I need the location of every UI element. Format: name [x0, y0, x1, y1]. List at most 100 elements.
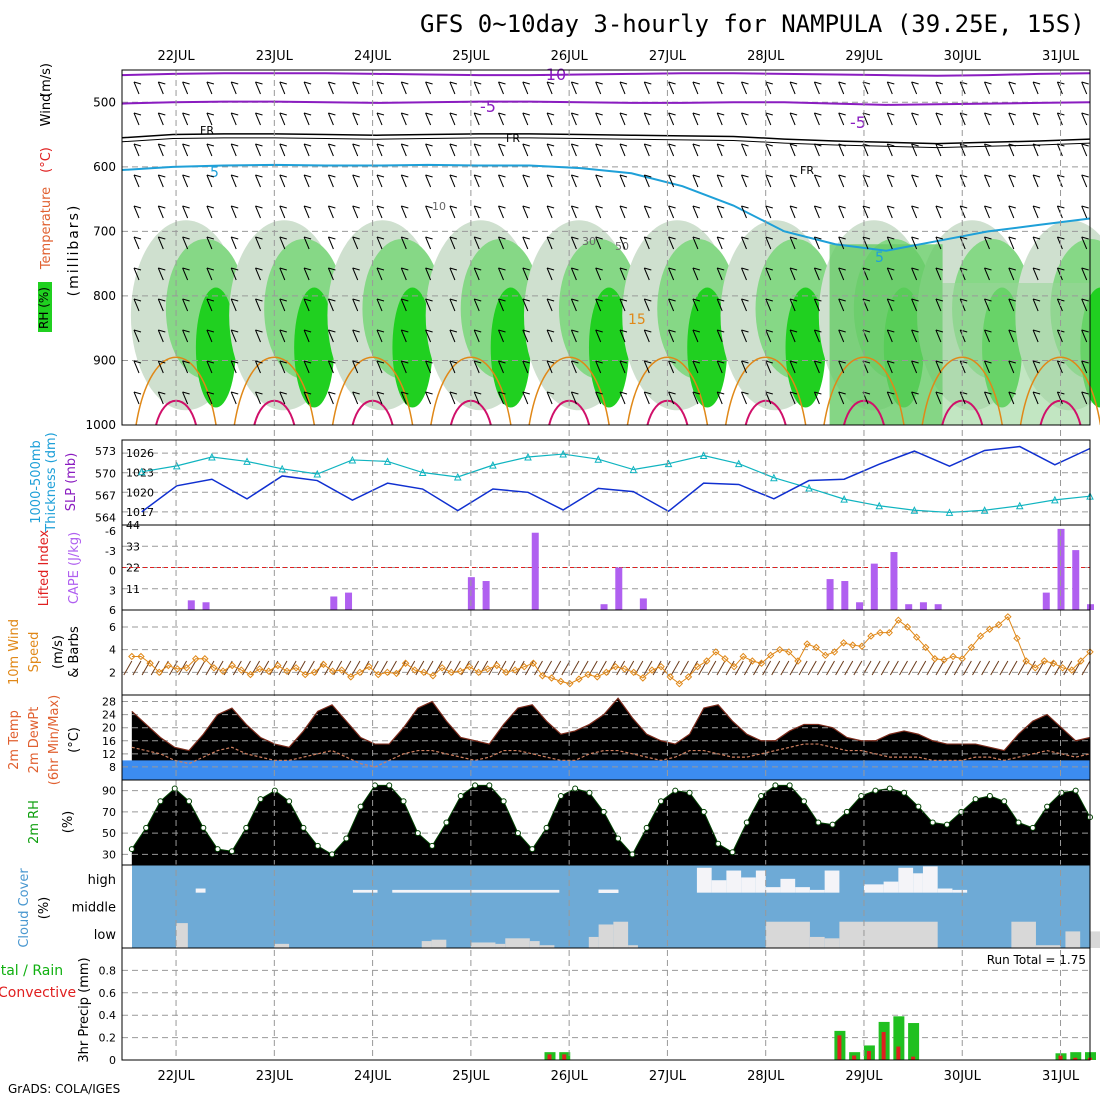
wind-barb — [926, 660, 936, 676]
wind-barb — [425, 298, 432, 312]
wind-barb — [1054, 660, 1064, 676]
rh-marker — [400, 798, 407, 805]
wind-barb — [352, 112, 359, 126]
wind-barb — [1081, 360, 1088, 374]
wind-barb — [279, 81, 287, 85]
wind-barb — [741, 174, 747, 188]
wind-barb — [1056, 298, 1063, 312]
wind-barb — [498, 298, 506, 302]
temperature-contour-15 — [823, 356, 905, 426]
rh-blob — [490, 287, 531, 408]
wind-speed-marker — [830, 648, 839, 656]
wind-barb — [643, 112, 650, 126]
wind-barb — [962, 660, 972, 676]
wind-barb — [498, 81, 506, 85]
wind-barb — [619, 143, 626, 157]
temperature-contour-15 — [626, 356, 709, 426]
wind-barb — [425, 174, 432, 188]
wind-barb — [352, 205, 359, 219]
wind-barb — [498, 360, 504, 374]
wind-speed-marker — [210, 664, 218, 672]
wind-barb — [133, 391, 142, 395]
wind-barb — [668, 236, 675, 250]
precip-tick: 0.8 — [99, 964, 117, 977]
wind-barb — [546, 391, 553, 405]
wind-barb — [887, 298, 895, 302]
wind-barb — [230, 360, 237, 374]
wind-barb — [643, 267, 650, 281]
wind-barb — [425, 329, 433, 333]
wind-barb — [376, 391, 383, 405]
contour-label: FR — [800, 164, 814, 177]
wind-barb — [279, 205, 286, 219]
date-label-top: 24JUL — [354, 49, 392, 64]
wind-barb — [717, 143, 725, 147]
wind-barb — [1008, 205, 1016, 209]
wind-barb — [1081, 81, 1088, 95]
wind-barb — [570, 112, 577, 126]
wind-barb — [1081, 143, 1088, 157]
wind-barb — [327, 329, 334, 343]
wind-barb — [425, 205, 433, 209]
wind-barb — [765, 143, 773, 147]
date-label-top: 25JUL — [452, 49, 490, 64]
wind-barb — [668, 143, 675, 157]
wind-barb — [425, 236, 433, 240]
wind-barb — [935, 298, 944, 302]
wind-barb — [473, 329, 480, 343]
wind-barb — [886, 112, 893, 126]
wind-barb — [813, 298, 820, 312]
wind-barb — [406, 660, 416, 676]
thickness-marker — [208, 452, 216, 461]
wind-barb — [707, 660, 717, 676]
wind-barb — [546, 298, 555, 302]
wind-barb — [1056, 360, 1063, 374]
wind-barb — [425, 329, 432, 343]
wind-barb — [813, 174, 820, 188]
profile-ylabel-wind: Wind — [39, 94, 54, 127]
wind-barb — [328, 236, 336, 240]
wind-barb — [716, 391, 723, 405]
wind-barb — [717, 391, 725, 395]
wind-barb — [352, 143, 360, 147]
wind-barb — [303, 205, 310, 219]
wind-barb — [716, 205, 723, 219]
wind-barb — [741, 329, 749, 333]
wind-barb — [911, 143, 918, 157]
wind-barb — [789, 391, 796, 405]
wind-barb — [1032, 267, 1039, 281]
temperature-contour-15 — [1019, 356, 1100, 426]
li-ylabel: Lifted Index — [37, 529, 52, 606]
rh-marker — [600, 808, 607, 815]
temperature-contour-15 — [331, 356, 414, 426]
precip-convective-bar — [562, 1054, 567, 1060]
cloud-low-bar — [274, 943, 290, 948]
wind-barb — [570, 81, 577, 95]
wind-barb — [376, 112, 385, 116]
wind-barb — [449, 112, 458, 116]
cloud-high-bar — [195, 888, 206, 893]
wind-barb — [327, 236, 334, 250]
wind-speed-marker — [328, 667, 337, 675]
wind-barb — [260, 660, 270, 676]
contour-label: FR — [200, 124, 214, 137]
date-label-bottom: 28JUL — [747, 1069, 785, 1084]
wind-barb — [1081, 660, 1091, 676]
wind-barb — [303, 112, 310, 126]
wind-barb — [498, 112, 506, 116]
cape-bar — [1057, 528, 1065, 610]
wind-barb — [999, 660, 1009, 676]
wind-barb — [813, 205, 820, 219]
rh-tick: 90 — [102, 785, 116, 798]
wind-barb — [1081, 143, 1089, 147]
wind-barb — [279, 298, 287, 302]
wind-barb — [1008, 205, 1015, 219]
wind-barb — [473, 81, 480, 95]
wind-barb — [741, 236, 749, 240]
wind-barb — [522, 112, 530, 116]
wind-barb — [303, 391, 312, 395]
wind-barb — [984, 174, 990, 188]
thickness-marker — [1051, 495, 1059, 504]
contour-label: 15 — [628, 312, 646, 328]
wind-barb — [231, 329, 239, 333]
